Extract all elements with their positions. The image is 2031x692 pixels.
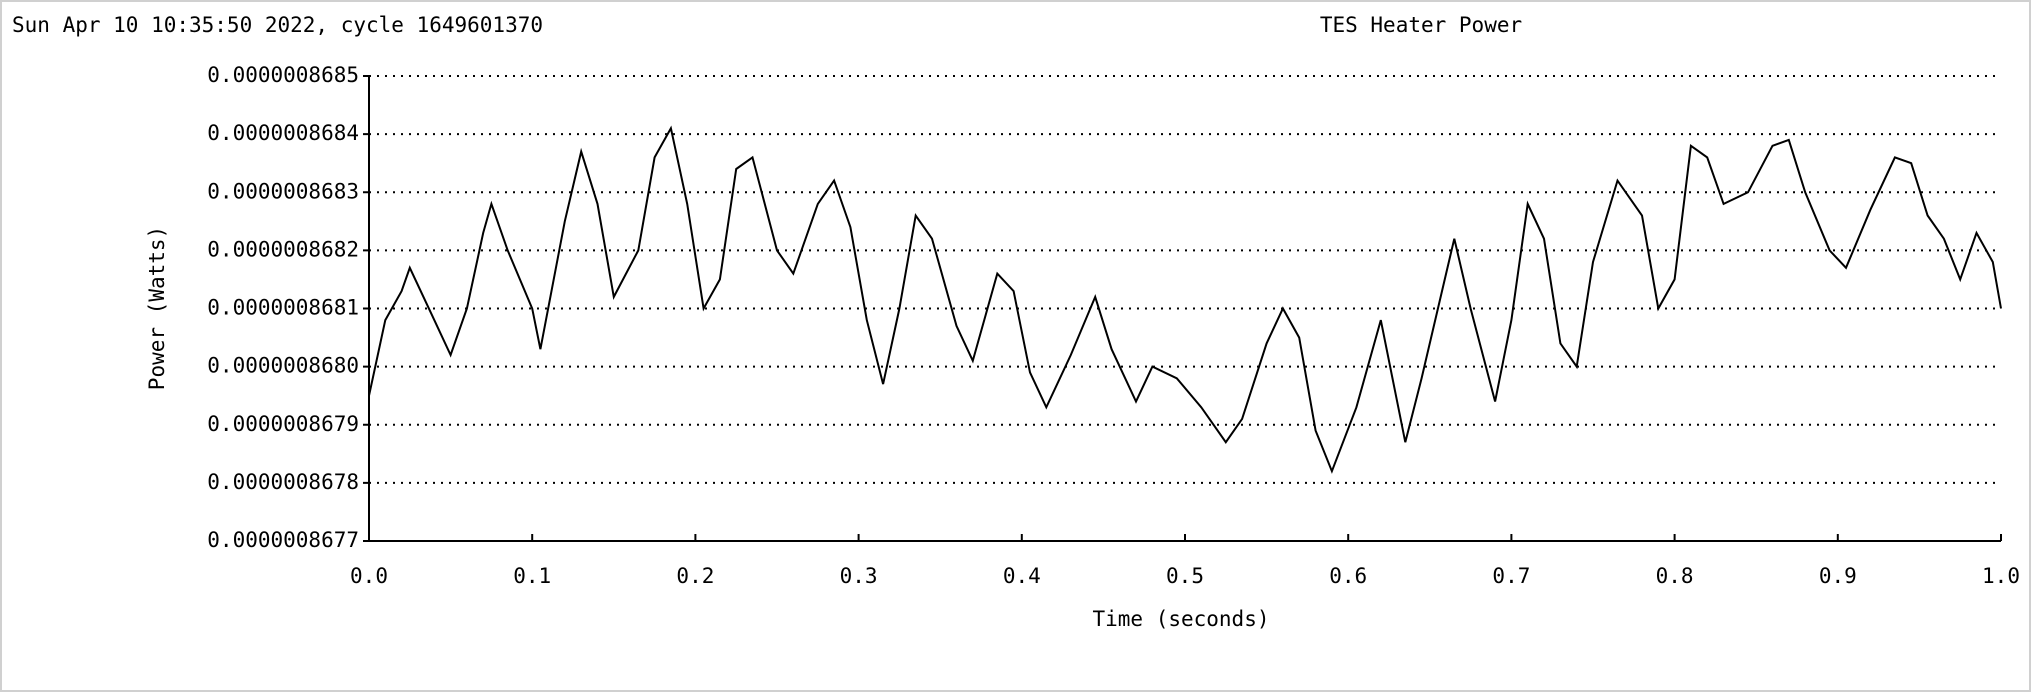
x-tick-label: 1.0 — [1982, 564, 2020, 588]
timestamp: Sun Apr 10 10:35:50 2022, cycle 16496013… — [12, 13, 543, 37]
y-tick-label: 0.0000008680 — [207, 354, 359, 378]
x-tick-label: 0.1 — [513, 564, 551, 588]
y-tick-label: 0.0000008677 — [207, 528, 359, 552]
x-tick-label: 0.9 — [1819, 564, 1857, 588]
y-axis-label: Power (Watts) — [145, 226, 169, 390]
data-line — [368, 125, 2002, 474]
x-tick-label: 0.7 — [1492, 564, 1530, 588]
y-tick-label: 0.0000008682 — [207, 237, 359, 261]
x-tick-label: 0.4 — [1003, 564, 1041, 588]
y-tick-label: 0.0000008681 — [207, 296, 359, 320]
chart-title: TES Heater Power — [1320, 13, 1522, 37]
x-axis-label: Time (seconds) — [1092, 607, 1269, 631]
x-tick-label: 0.8 — [1656, 564, 1694, 588]
x-tick-label: 0.0 — [350, 564, 388, 588]
y-tick-label: 0.0000008684 — [207, 121, 359, 145]
y-tick-label: 0.0000008679 — [207, 412, 359, 436]
y-tick-label: 0.0000008678 — [207, 470, 359, 494]
y-tick-label: 0.0000008683 — [207, 179, 359, 203]
x-tick-label: 0.3 — [840, 564, 878, 588]
y-tick-label: 0.0000008685 — [207, 63, 359, 87]
x-tick-label: 0.6 — [1329, 564, 1367, 588]
x-tick-label: 0.2 — [676, 564, 714, 588]
x-tick-label: 0.5 — [1166, 564, 1204, 588]
